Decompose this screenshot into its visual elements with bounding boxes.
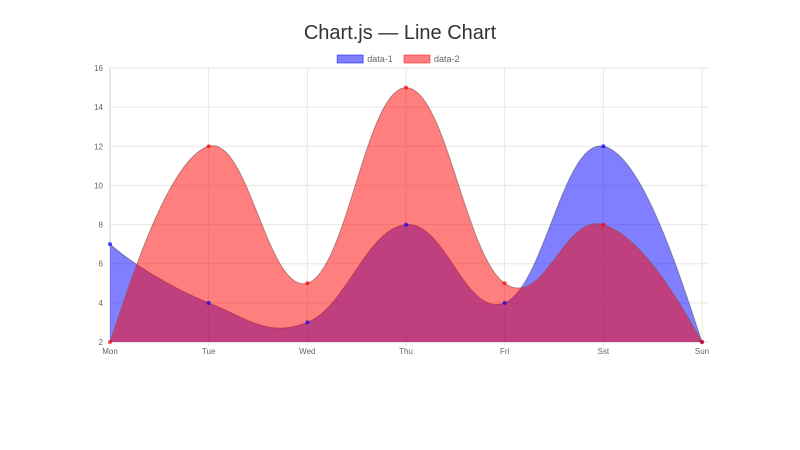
y-tick-label: 6 (99, 260, 104, 269)
data-point-data-2-Thu[interactable] (404, 85, 408, 90)
data-point-data-2-Sun[interactable] (700, 340, 704, 344)
x-tick-label: Wed (299, 347, 315, 356)
data-point-data-2-Sst[interactable] (601, 222, 606, 227)
series-areas (109, 87, 703, 343)
data-point-data-1-Tue[interactable] (206, 300, 211, 305)
series-area-data-2 (110, 87, 702, 342)
data-point-data-2-Wed[interactable] (305, 281, 310, 286)
data-point-data-1-Mon[interactable] (108, 242, 112, 247)
x-tick-label: Thu (399, 347, 413, 356)
data-point-data-2-Fri[interactable] (502, 281, 507, 286)
data-point-data-2-Tue[interactable] (206, 144, 211, 149)
x-tick-label: Tue (202, 347, 216, 356)
legend-label-data-1[interactable]: data-1 (367, 54, 393, 64)
legend-label-data-2[interactable]: data-2 (434, 54, 460, 64)
x-tick-label: Fri (500, 347, 510, 356)
data-points (108, 85, 704, 344)
data-point-data-2-Mon[interactable] (108, 340, 112, 344)
data-point-data-1-Wed[interactable] (305, 320, 310, 325)
x-tick-label: Mon (102, 347, 118, 356)
y-tick-label: 2 (99, 338, 104, 347)
y-tick-label: 4 (99, 299, 104, 308)
y-tick-label: 14 (94, 103, 103, 112)
legend-swatch-data-2[interactable] (403, 54, 431, 64)
legend: data-1 data-2 (336, 54, 460, 64)
axis-ticks: 2 4 6 8 10 12 14 16 Mon Tue Wed Thu Fri Sst Sun (94, 64, 709, 356)
x-tick-label: Sun (695, 347, 709, 356)
legend-swatch-data-1[interactable] (336, 54, 364, 64)
x-tick-label: Sst (598, 347, 610, 356)
data-point-data-1-Fri[interactable] (502, 300, 507, 305)
y-tick-label: 16 (94, 64, 103, 73)
y-tick-label: 12 (94, 142, 103, 151)
chart-title: Chart.js — Line Chart (304, 22, 497, 44)
y-tick-label: 10 (94, 181, 103, 190)
data-point-data-1-Sst[interactable] (601, 144, 606, 149)
y-tick-label: 8 (99, 221, 104, 230)
data-point-data-1-Thu[interactable] (404, 222, 408, 227)
